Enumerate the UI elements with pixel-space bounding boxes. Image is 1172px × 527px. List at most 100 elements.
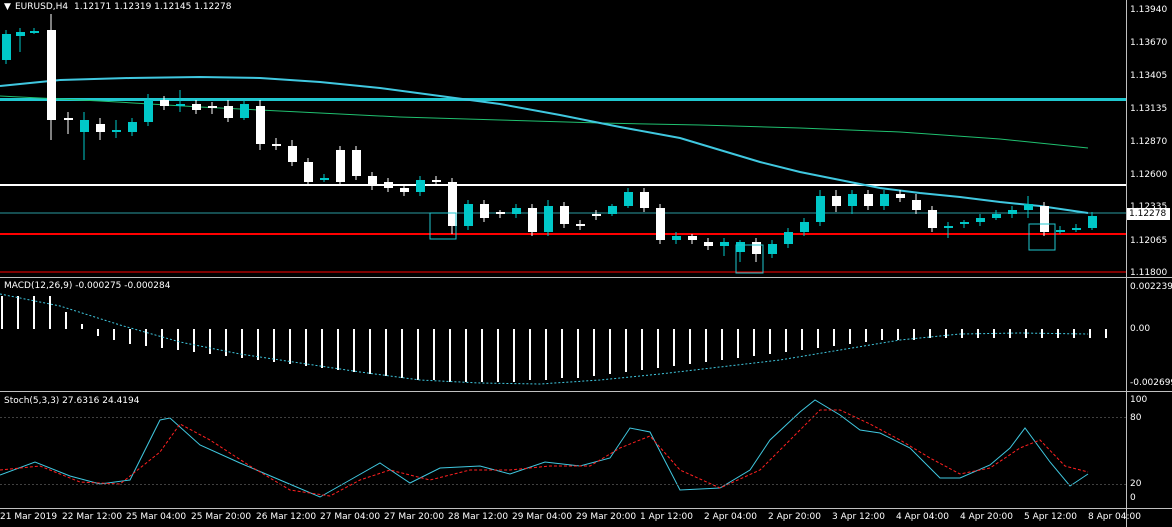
candle-body <box>2 34 11 60</box>
candle-body <box>256 106 265 144</box>
chart-symbol-icon: ▼ <box>4 2 11 12</box>
macd-axis-label: 0.00 <box>1130 324 1151 334</box>
candle-body <box>144 100 153 122</box>
candle-body <box>1056 230 1065 232</box>
highlight-box-2 <box>735 244 764 274</box>
time-axis-label: 3 Apr 12:00 <box>832 512 885 522</box>
candle-body <box>640 192 649 208</box>
time-axis-label: 27 Mar 04:00 <box>320 512 381 522</box>
candle-body <box>624 192 633 206</box>
time-axis-label: 4 Apr 04:00 <box>896 512 949 522</box>
candle-body <box>288 146 297 162</box>
candle-body <box>976 218 985 222</box>
candle-body <box>512 208 521 214</box>
ohlc-readout: 1.12171 1.12319 1.12145 1.12278 <box>74 2 232 12</box>
current-price-box: 1.12278 <box>1127 208 1170 220</box>
candle-body <box>800 222 809 232</box>
price-axis-label: 1.12335 <box>1130 202 1168 212</box>
candle-body <box>608 206 617 214</box>
time-axis-label: 4 Apr 20:00 <box>960 512 1013 522</box>
candle-body <box>400 188 409 192</box>
candle-body <box>80 120 89 132</box>
price-axis-label: 1.12065 <box>1130 236 1168 246</box>
price-axis-label: 1.12870 <box>1130 137 1168 147</box>
candle-body <box>320 178 329 180</box>
symbol-label: EURUSD,H4 <box>15 2 69 12</box>
candle-body <box>224 106 233 118</box>
candle-body <box>688 236 697 240</box>
candle-body <box>832 196 841 206</box>
candle-body <box>112 130 121 132</box>
price-axis-label: 1.13135 <box>1130 104 1168 114</box>
price-axis-label: 1.13670 <box>1130 38 1168 48</box>
price-axis-label: 1.12600 <box>1130 170 1168 180</box>
time-axis-label: 28 Mar 12:00 <box>448 512 509 522</box>
candle-body <box>912 200 921 210</box>
candle-body <box>944 226 953 228</box>
highlight-box-1 <box>429 212 457 240</box>
time-axis-label: 8 Apr 04:00 <box>1088 512 1141 522</box>
price-axis-label: 1.13405 <box>1130 71 1168 81</box>
candle-body <box>480 204 489 218</box>
candle-body <box>208 106 217 108</box>
time-axis-label: 2 Apr 04:00 <box>704 512 757 522</box>
time-axis-label: 22 Mar 12:00 <box>62 512 123 522</box>
time-axis-label: 2 Apr 20:00 <box>768 512 821 522</box>
time-axis-label: 29 Mar 04:00 <box>512 512 573 522</box>
candle-body <box>576 224 585 226</box>
highlight-box-3 <box>1028 223 1056 251</box>
candle-body <box>928 210 937 228</box>
time-axis-label: 5 Apr 12:00 <box>1024 512 1077 522</box>
candle-body <box>528 208 537 232</box>
candle-body <box>496 212 505 214</box>
candle-body <box>768 244 777 254</box>
candle-body <box>784 232 793 244</box>
stoch-label: Stoch(5,3,3) 27.6316 24.4194 <box>4 396 140 406</box>
fast-moving-average <box>0 75 1089 214</box>
macd-signal-line <box>0 293 1089 385</box>
macd-axis-label: 0.002239 <box>1130 282 1172 292</box>
stoch-axis-label: 100 <box>1130 395 1148 405</box>
candle-body <box>704 242 713 246</box>
candle-body <box>47 30 56 120</box>
candle-body <box>560 206 569 224</box>
time-axis-label: 25 Mar 04:00 <box>126 512 187 522</box>
candle-body <box>30 31 39 33</box>
candle-body <box>1088 216 1097 228</box>
candle-body <box>752 242 761 254</box>
candle-body <box>656 208 665 240</box>
candle-body <box>896 194 905 198</box>
candle-body <box>880 194 889 206</box>
candle-body <box>816 196 825 222</box>
candle-body <box>336 150 345 182</box>
candle-body <box>304 162 313 182</box>
macd-axis-label: -0.002699 <box>1130 378 1172 388</box>
candle-body <box>736 242 745 252</box>
candle-body <box>544 206 553 232</box>
stoch-axis-label: 0 <box>1130 493 1136 503</box>
candle-body <box>672 236 681 240</box>
candle-body <box>1024 204 1033 210</box>
macd-label: MACD(12,26,9) -0.000275 -0.000284 <box>4 281 171 291</box>
candle-body <box>64 118 73 120</box>
stoch-axis-label: 80 <box>1130 413 1142 423</box>
candle-body <box>864 194 873 206</box>
time-axis-label: 25 Mar 20:00 <box>191 512 252 522</box>
stoch-axis-label: 20 <box>1130 479 1142 489</box>
candle-body <box>16 32 25 36</box>
candle-body <box>1040 206 1049 232</box>
candle-body <box>1008 210 1017 214</box>
candle-body <box>368 176 377 186</box>
candle-body <box>352 150 361 176</box>
candle-body <box>1072 228 1081 230</box>
candle-body <box>848 194 857 206</box>
candle-body <box>160 100 169 106</box>
time-axis-label: 27 Mar 20:00 <box>384 512 445 522</box>
candle-body <box>960 222 969 224</box>
candle-body <box>384 182 393 188</box>
price-axis-label: 1.13940 <box>1130 5 1168 15</box>
stoch-main-line <box>0 399 1089 498</box>
time-axis-label: 29 Mar 20:00 <box>576 512 637 522</box>
candle-body <box>992 214 1001 218</box>
